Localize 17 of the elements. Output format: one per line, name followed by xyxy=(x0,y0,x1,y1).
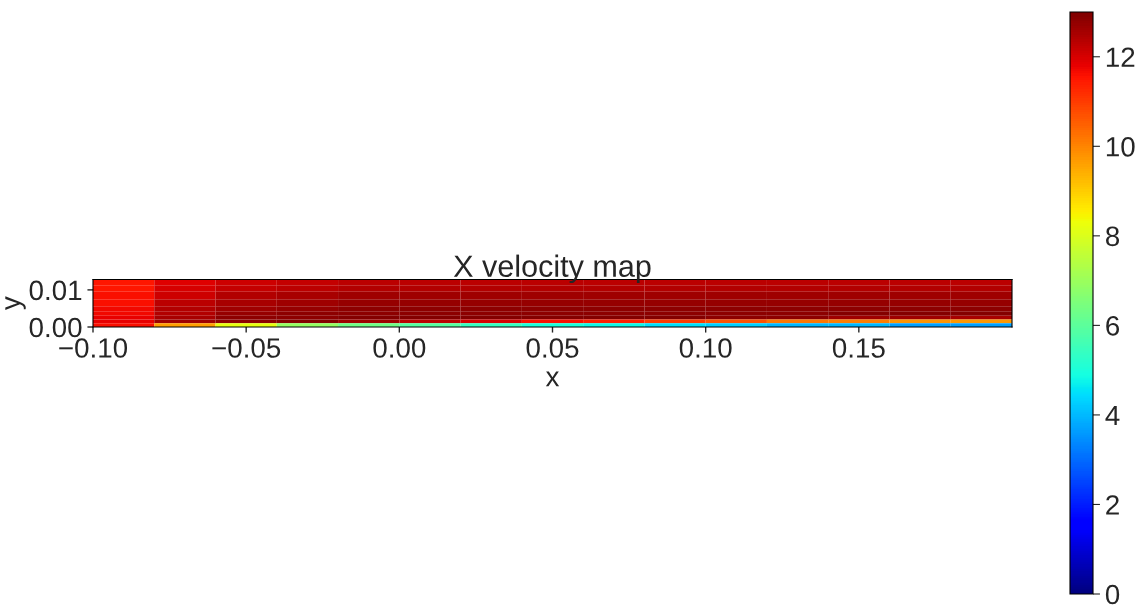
x-tick-label: 0.10 xyxy=(679,338,732,358)
y-axis-title: y xyxy=(5,296,26,311)
color-bar-label: 2 xyxy=(1106,495,1119,515)
color-bar-label: 0 xyxy=(1105,584,1120,605)
color-bar-label: 8 xyxy=(1106,226,1120,247)
x-tick-label: 0.00 xyxy=(373,338,426,358)
color-bar-label: 6 xyxy=(1106,316,1120,336)
x-axis-title: x xyxy=(545,371,560,387)
color-bar-label: 10 xyxy=(1106,136,1135,157)
y-tick-label: 0.01 xyxy=(29,280,82,301)
x-tick-label: −0.05 xyxy=(212,338,281,358)
chart-title: X velocity map xyxy=(453,254,651,284)
x-tick-label: 0.05 xyxy=(526,338,579,358)
color-bar-label: 12 xyxy=(1106,47,1135,67)
color-bar-label: 4 xyxy=(1105,405,1120,425)
x-tick-label: 0.15 xyxy=(832,338,885,358)
x-tick-label: −0.10 xyxy=(59,338,128,358)
